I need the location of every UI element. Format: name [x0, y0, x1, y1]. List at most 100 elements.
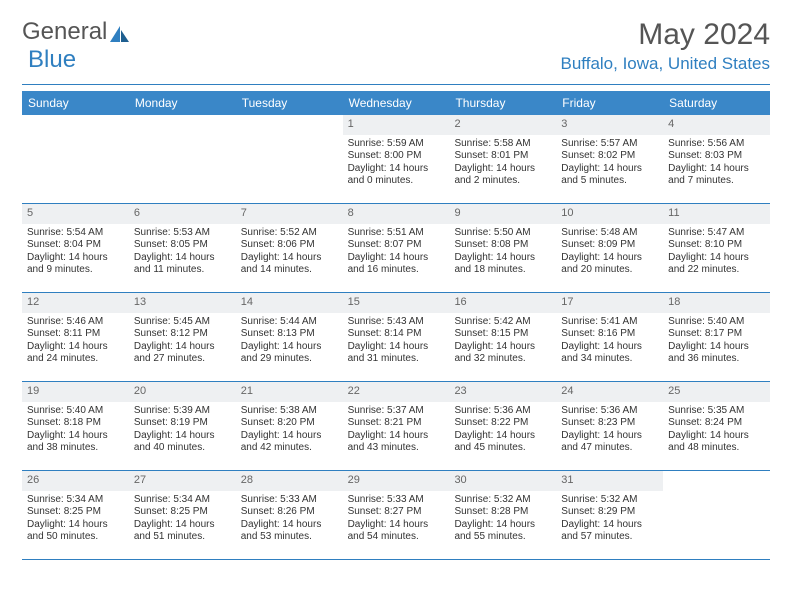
sunrise-text: Sunrise: 5:39 AM: [134, 405, 231, 418]
day-cell: 1Sunrise: 5:59 AMSunset: 8:00 PMDaylight…: [343, 115, 450, 203]
daylight-text: Daylight: 14 hours and 51 minutes.: [134, 519, 231, 544]
daylight-text: Daylight: 14 hours and 47 minutes.: [561, 430, 658, 455]
day-info: Sunrise: 5:43 AMSunset: 8:14 PMDaylight:…: [343, 313, 450, 371]
day-cell: 29Sunrise: 5:33 AMSunset: 8:27 PMDayligh…: [343, 471, 450, 559]
day-info: Sunrise: 5:39 AMSunset: 8:19 PMDaylight:…: [129, 402, 236, 460]
day-info: Sunrise: 5:36 AMSunset: 8:22 PMDaylight:…: [449, 402, 556, 460]
day-number: 22: [343, 382, 450, 402]
day-info: Sunrise: 5:51 AMSunset: 8:07 PMDaylight:…: [343, 224, 450, 282]
day-number: 12: [22, 293, 129, 313]
daylight-text: Daylight: 14 hours and 54 minutes.: [348, 519, 445, 544]
day-number: 23: [449, 382, 556, 402]
day-number: 28: [236, 471, 343, 491]
daylight-text: Daylight: 14 hours and 7 minutes.: [668, 163, 765, 188]
day-cell: 19Sunrise: 5:40 AMSunset: 8:18 PMDayligh…: [22, 382, 129, 470]
daylight-text: Daylight: 14 hours and 38 minutes.: [27, 430, 124, 455]
daylight-text: Daylight: 14 hours and 16 minutes.: [348, 252, 445, 277]
day-cell: 25Sunrise: 5:35 AMSunset: 8:24 PMDayligh…: [663, 382, 770, 470]
day-cell: 11Sunrise: 5:47 AMSunset: 8:10 PMDayligh…: [663, 204, 770, 292]
day-info: Sunrise: 5:35 AMSunset: 8:24 PMDaylight:…: [663, 402, 770, 460]
daylight-text: Daylight: 14 hours and 42 minutes.: [241, 430, 338, 455]
day-info: Sunrise: 5:32 AMSunset: 8:29 PMDaylight:…: [556, 491, 663, 549]
sunset-text: Sunset: 8:06 PM: [241, 239, 338, 252]
day-info: Sunrise: 5:45 AMSunset: 8:12 PMDaylight:…: [129, 313, 236, 371]
sunset-text: Sunset: 8:10 PM: [668, 239, 765, 252]
week-row: 5Sunrise: 5:54 AMSunset: 8:04 PMDaylight…: [22, 204, 770, 293]
month-title: May 2024: [561, 18, 770, 52]
day-cell: 22Sunrise: 5:37 AMSunset: 8:21 PMDayligh…: [343, 382, 450, 470]
week-row: 12Sunrise: 5:46 AMSunset: 8:11 PMDayligh…: [22, 293, 770, 382]
logo-text-general: General: [22, 18, 107, 46]
divider-top: [22, 84, 770, 85]
daylight-text: Daylight: 14 hours and 18 minutes.: [454, 252, 551, 277]
day-info: Sunrise: 5:32 AMSunset: 8:28 PMDaylight:…: [449, 491, 556, 549]
day-info: Sunrise: 5:40 AMSunset: 8:18 PMDaylight:…: [22, 402, 129, 460]
daylight-text: Daylight: 14 hours and 5 minutes.: [561, 163, 658, 188]
day-cell: 23Sunrise: 5:36 AMSunset: 8:22 PMDayligh…: [449, 382, 556, 470]
logo: General: [22, 18, 131, 46]
day-number: 18: [663, 293, 770, 313]
daylight-text: Daylight: 14 hours and 14 minutes.: [241, 252, 338, 277]
day-number: 10: [556, 204, 663, 224]
day-info: Sunrise: 5:34 AMSunset: 8:25 PMDaylight:…: [129, 491, 236, 549]
day-number: 2: [449, 115, 556, 135]
day-number: 15: [343, 293, 450, 313]
day-number: 21: [236, 382, 343, 402]
week-row: 26Sunrise: 5:34 AMSunset: 8:25 PMDayligh…: [22, 471, 770, 560]
week-row: 19Sunrise: 5:40 AMSunset: 8:18 PMDayligh…: [22, 382, 770, 471]
daylight-text: Daylight: 14 hours and 57 minutes.: [561, 519, 658, 544]
day-info: Sunrise: 5:56 AMSunset: 8:03 PMDaylight:…: [663, 135, 770, 193]
col-thursday: Thursday: [449, 91, 556, 115]
sunset-text: Sunset: 8:26 PM: [241, 506, 338, 519]
calendar: Sunday Monday Tuesday Wednesday Thursday…: [22, 91, 770, 560]
daylight-text: Daylight: 14 hours and 34 minutes.: [561, 341, 658, 366]
day-number: 9: [449, 204, 556, 224]
daylight-text: Daylight: 14 hours and 36 minutes.: [668, 341, 765, 366]
sunrise-text: Sunrise: 5:53 AM: [134, 227, 231, 240]
sunset-text: Sunset: 8:20 PM: [241, 417, 338, 430]
col-saturday: Saturday: [663, 91, 770, 115]
sunrise-text: Sunrise: 5:56 AM: [668, 138, 765, 151]
sunset-text: Sunset: 8:21 PM: [348, 417, 445, 430]
day-cell: 21Sunrise: 5:38 AMSunset: 8:20 PMDayligh…: [236, 382, 343, 470]
location-text: Buffalo, Iowa, United States: [561, 54, 770, 74]
sunset-text: Sunset: 8:23 PM: [561, 417, 658, 430]
day-cell: 4Sunrise: 5:56 AMSunset: 8:03 PMDaylight…: [663, 115, 770, 203]
sunrise-text: Sunrise: 5:59 AM: [348, 138, 445, 151]
logo-text-blue: Blue: [28, 46, 76, 73]
day-info: Sunrise: 5:54 AMSunset: 8:04 PMDaylight:…: [22, 224, 129, 282]
sunrise-text: Sunrise: 5:47 AM: [668, 227, 765, 240]
day-number: 25: [663, 382, 770, 402]
day-number: 20: [129, 382, 236, 402]
day-number: 29: [343, 471, 450, 491]
day-number: 13: [129, 293, 236, 313]
week-row: 1Sunrise: 5:59 AMSunset: 8:00 PMDaylight…: [22, 115, 770, 204]
day-info: Sunrise: 5:59 AMSunset: 8:00 PMDaylight:…: [343, 135, 450, 193]
day-cell: 8Sunrise: 5:51 AMSunset: 8:07 PMDaylight…: [343, 204, 450, 292]
day-cell: 28Sunrise: 5:33 AMSunset: 8:26 PMDayligh…: [236, 471, 343, 559]
sunrise-text: Sunrise: 5:36 AM: [454, 405, 551, 418]
col-wednesday: Wednesday: [343, 91, 450, 115]
daylight-text: Daylight: 14 hours and 55 minutes.: [454, 519, 551, 544]
day-number: 27: [129, 471, 236, 491]
day-number: 24: [556, 382, 663, 402]
day-number: [663, 471, 770, 477]
day-info: Sunrise: 5:44 AMSunset: 8:13 PMDaylight:…: [236, 313, 343, 371]
sunset-text: Sunset: 8:09 PM: [561, 239, 658, 252]
day-info: Sunrise: 5:52 AMSunset: 8:06 PMDaylight:…: [236, 224, 343, 282]
day-number: 7: [236, 204, 343, 224]
daylight-text: Daylight: 14 hours and 31 minutes.: [348, 341, 445, 366]
day-number: [236, 115, 343, 121]
daylight-text: Daylight: 14 hours and 53 minutes.: [241, 519, 338, 544]
sunrise-text: Sunrise: 5:52 AM: [241, 227, 338, 240]
sunrise-text: Sunrise: 5:44 AM: [241, 316, 338, 329]
day-info: Sunrise: 5:47 AMSunset: 8:10 PMDaylight:…: [663, 224, 770, 282]
sunset-text: Sunset: 8:14 PM: [348, 328, 445, 341]
day-info: Sunrise: 5:53 AMSunset: 8:05 PMDaylight:…: [129, 224, 236, 282]
day-number: 19: [22, 382, 129, 402]
day-cell: 10Sunrise: 5:48 AMSunset: 8:09 PMDayligh…: [556, 204, 663, 292]
col-friday: Friday: [556, 91, 663, 115]
sunrise-text: Sunrise: 5:35 AM: [668, 405, 765, 418]
day-cell: [22, 115, 129, 203]
sunrise-text: Sunrise: 5:40 AM: [668, 316, 765, 329]
